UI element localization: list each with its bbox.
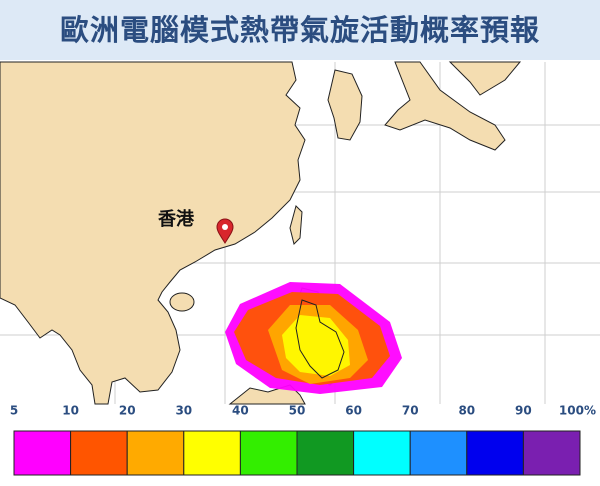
legend-tick-label: 90	[515, 404, 532, 418]
legend: 5 10 20 30 40 50 60 70 80 90 100%	[10, 404, 596, 476]
probability-area	[225, 282, 402, 394]
title: 歐洲電腦模式熱帶氣旋活動概率預報	[0, 0, 600, 60]
legend-tick-label: 20	[119, 404, 136, 418]
legend-swatch	[70, 430, 128, 476]
legend-swatch	[183, 430, 241, 476]
legend-tick-label: 30	[175, 404, 192, 418]
location-label: 香港	[157, 209, 195, 230]
location-marker	[216, 218, 234, 244]
legend-swatch	[409, 430, 468, 476]
legend-swatch	[13, 430, 72, 476]
legend-swatch	[353, 430, 411, 476]
legend-tick-label: 50	[289, 404, 306, 418]
legend-swatch	[522, 430, 581, 476]
legend-swatch	[126, 430, 185, 476]
legend-tick-label: 40	[232, 404, 249, 418]
legend-swatch	[296, 430, 355, 476]
legend-swatch	[466, 430, 524, 476]
legend-tick-label: 70	[402, 404, 419, 418]
legend-tick-label: 60	[345, 404, 362, 418]
legend-tick-label: 80	[458, 404, 475, 418]
map: 香港	[0, 61, 600, 405]
legend-tick-label: 10	[62, 404, 79, 418]
legend-swatch	[239, 430, 298, 476]
legend-tick-label: 100%	[559, 404, 596, 418]
legend-tick-label: 5	[10, 404, 18, 418]
